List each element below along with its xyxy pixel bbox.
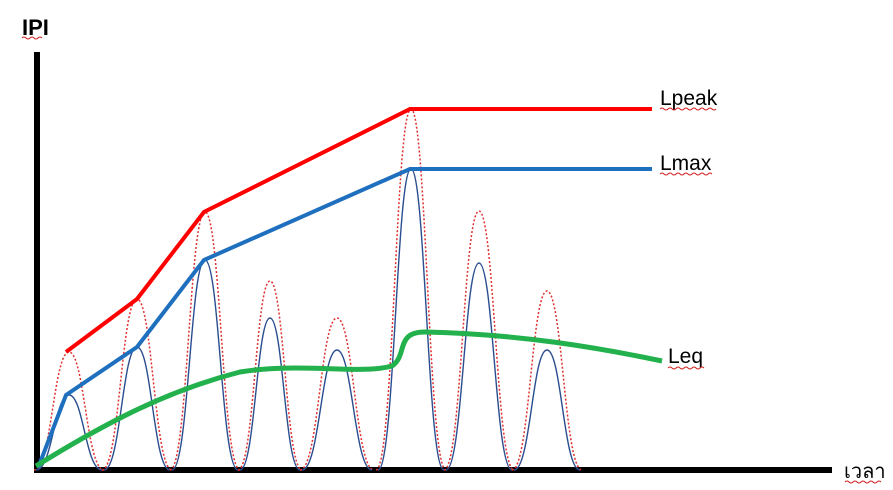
leq-curve: [34, 329, 663, 469]
x-axis-label: เวลา: [844, 461, 886, 483]
lpeak-label: Lpeak: [660, 87, 718, 110]
leq-label: Leq: [668, 345, 703, 368]
lpeak-curve: [64, 107, 652, 354]
lmax-label: Lmax: [660, 152, 712, 175]
lmax-curve: [36, 167, 652, 469]
y-axis-label: IPI: [22, 15, 49, 40]
